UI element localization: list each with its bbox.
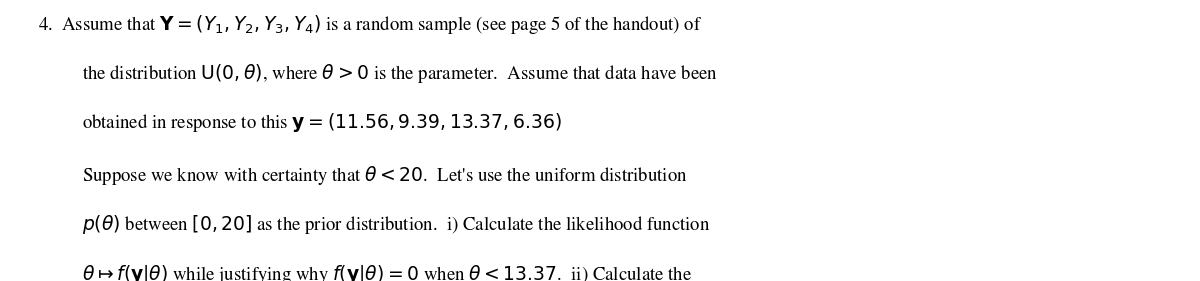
Text: Suppose we know with certainty that $\theta < 20$.  Let's use the uniform distri: Suppose we know with certainty that $\th… [82,164,688,187]
Text: obtained in response to this $\mathbf{y} = (11.56, 9.39, 13.37, 6.36)$: obtained in response to this $\mathbf{y}… [82,111,562,134]
Text: $p(\theta)$ between $[0, 20]$ as the prior distribution.  i) Calculate the likel: $p(\theta)$ between $[0, 20]$ as the pri… [82,214,710,236]
Text: $\theta \mapsto f(\mathbf{y}|\theta)$ while justifying why $f(\mathbf{y}|\theta): $\theta \mapsto f(\mathbf{y}|\theta)$ wh… [82,263,691,281]
Text: 4.  Assume that $\mathbf{Y} = (Y_1, Y_2, Y_3, Y_4)$ is a random sample (see page: 4. Assume that $\mathbf{Y} = (Y_1, Y_2, … [38,13,703,35]
Text: the distribution $\mathrm{U}(0, \theta)$, where $\theta > 0$ is the parameter.  : the distribution $\mathrm{U}(0, \theta)$… [82,62,718,85]
